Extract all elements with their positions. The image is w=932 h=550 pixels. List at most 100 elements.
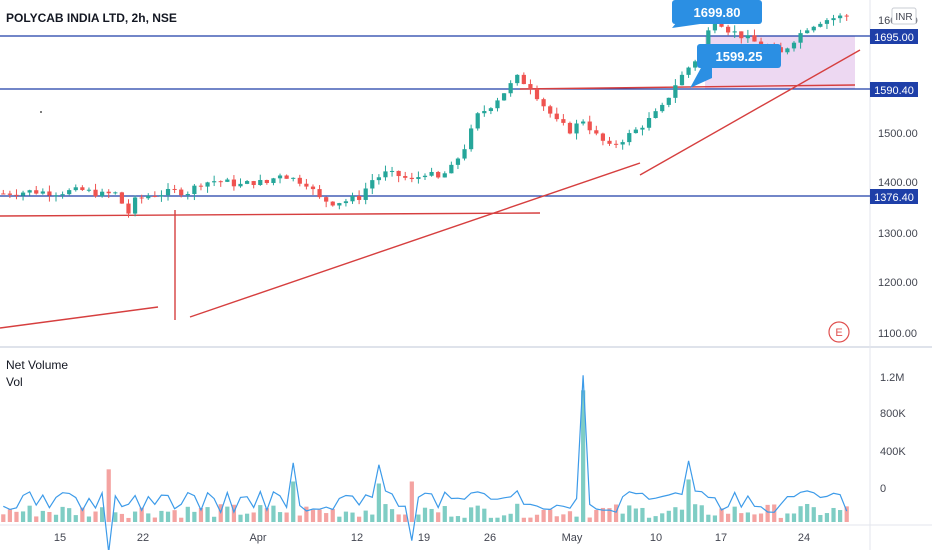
candle-body[interactable] — [607, 140, 612, 144]
candle-body[interactable] — [324, 197, 329, 202]
volume-bar[interactable] — [824, 513, 830, 522]
candle-body[interactable] — [693, 61, 698, 68]
candle-body[interactable] — [7, 193, 12, 195]
candle-body[interactable] — [47, 191, 52, 196]
volume-bar[interactable] — [488, 517, 493, 522]
candle-body[interactable] — [462, 149, 467, 159]
candle-body[interactable] — [673, 85, 678, 98]
volume-bar[interactable] — [501, 515, 507, 522]
volume-bar[interactable] — [376, 483, 381, 522]
candle-body[interactable] — [297, 177, 302, 184]
candle-body[interactable] — [93, 189, 98, 197]
candle-body[interactable] — [554, 113, 559, 120]
candle-body[interactable] — [317, 189, 322, 198]
candle-body[interactable] — [844, 15, 849, 17]
candle-body[interactable] — [785, 48, 790, 53]
volume-bar[interactable] — [541, 509, 546, 522]
candle-body[interactable] — [363, 188, 368, 200]
candle-body[interactable] — [53, 195, 59, 197]
candle-body[interactable] — [581, 121, 586, 124]
candle-body[interactable] — [80, 187, 85, 190]
volume-bar[interactable] — [798, 506, 803, 522]
volume-bar[interactable] — [132, 511, 138, 522]
volume-bar[interactable] — [416, 514, 421, 522]
volume-bar[interactable] — [640, 507, 645, 522]
volume-bar[interactable] — [271, 505, 276, 522]
candle-body[interactable] — [126, 203, 131, 214]
volume-bar[interactable] — [324, 513, 329, 522]
volume-bar[interactable] — [34, 516, 39, 522]
support-trendline[interactable] — [0, 212, 541, 217]
volume-bar[interactable] — [791, 513, 797, 522]
candle-body[interactable] — [758, 41, 764, 47]
candle-body[interactable] — [330, 201, 335, 206]
volume-bar[interactable] — [159, 510, 164, 522]
volume-bar[interactable] — [627, 505, 632, 522]
volume-bar[interactable] — [633, 508, 638, 522]
volume-bar[interactable] — [706, 514, 711, 522]
currency-badge[interactable] — [891, 7, 917, 25]
volume-bar[interactable] — [350, 512, 355, 522]
volume-bar[interactable] — [93, 511, 98, 522]
candle-body[interactable] — [132, 197, 138, 214]
candle-body[interactable] — [284, 175, 289, 179]
volume-bar[interactable] — [126, 517, 131, 522]
volume-bar[interactable] — [304, 506, 309, 522]
volume-bar[interactable] — [521, 517, 526, 522]
candle-body[interactable] — [416, 177, 421, 180]
volume-bar[interactable] — [363, 510, 368, 522]
volume-bar[interactable] — [291, 481, 296, 522]
volume-bar[interactable] — [389, 509, 395, 522]
candle-body[interactable] — [436, 171, 441, 178]
volume-bar[interactable] — [172, 510, 177, 522]
candle-body[interactable] — [633, 129, 638, 134]
volume-bar[interactable] — [192, 511, 197, 522]
candle-body[interactable] — [244, 181, 250, 184]
volume-bar[interactable] — [673, 507, 678, 522]
candle-body[interactable] — [40, 191, 45, 194]
volume-bar[interactable] — [712, 515, 718, 522]
candle-body[interactable] — [86, 189, 92, 191]
candle-body[interactable] — [620, 142, 625, 145]
volume-bar[interactable] — [528, 517, 533, 522]
volume-bar[interactable] — [396, 514, 401, 522]
lower-trendline[interactable] — [0, 306, 159, 329]
candle-body[interactable] — [60, 194, 65, 196]
volume-bar[interactable] — [686, 479, 691, 522]
volume-bar[interactable] — [27, 505, 32, 522]
volume-bar[interactable] — [310, 509, 316, 522]
candle-body[interactable] — [251, 181, 256, 185]
volume-bar[interactable] — [297, 515, 302, 522]
resistance-trendline[interactable] — [519, 84, 856, 90]
candle-body[interactable] — [165, 188, 171, 196]
candle-body[interactable] — [212, 181, 217, 183]
net-volume-line[interactable] — [3, 375, 848, 550]
volume-bar[interactable] — [594, 509, 599, 522]
volume-bar[interactable] — [383, 504, 388, 522]
volume-bar[interactable] — [60, 506, 65, 522]
callout-mid[interactable]: 1599.25 — [690, 44, 781, 88]
candle-body[interactable] — [277, 175, 283, 179]
candle-body[interactable] — [152, 195, 157, 197]
candle-body[interactable] — [34, 190, 39, 194]
candle-body[interactable] — [574, 123, 579, 134]
volume-bar[interactable] — [152, 517, 157, 522]
volume-bar[interactable] — [330, 509, 335, 522]
volume-bar[interactable] — [106, 469, 111, 522]
volume-bar[interactable] — [646, 517, 652, 522]
candle-body[interactable] — [231, 179, 237, 187]
volume-bar[interactable] — [719, 508, 724, 522]
volume-bar[interactable] — [508, 513, 513, 522]
volume-bar[interactable] — [225, 506, 230, 522]
candle-body[interactable] — [27, 190, 32, 193]
candle-body[interactable] — [805, 30, 810, 34]
candle-body[interactable] — [409, 177, 414, 180]
candle-body[interactable] — [343, 201, 349, 204]
candle-body[interactable] — [732, 31, 737, 33]
candle-body[interactable] — [370, 180, 375, 189]
volume-bar[interactable] — [455, 516, 461, 522]
candle-body[interactable] — [310, 186, 316, 190]
candle-body[interactable] — [508, 83, 513, 94]
candle-body[interactable] — [739, 31, 744, 39]
